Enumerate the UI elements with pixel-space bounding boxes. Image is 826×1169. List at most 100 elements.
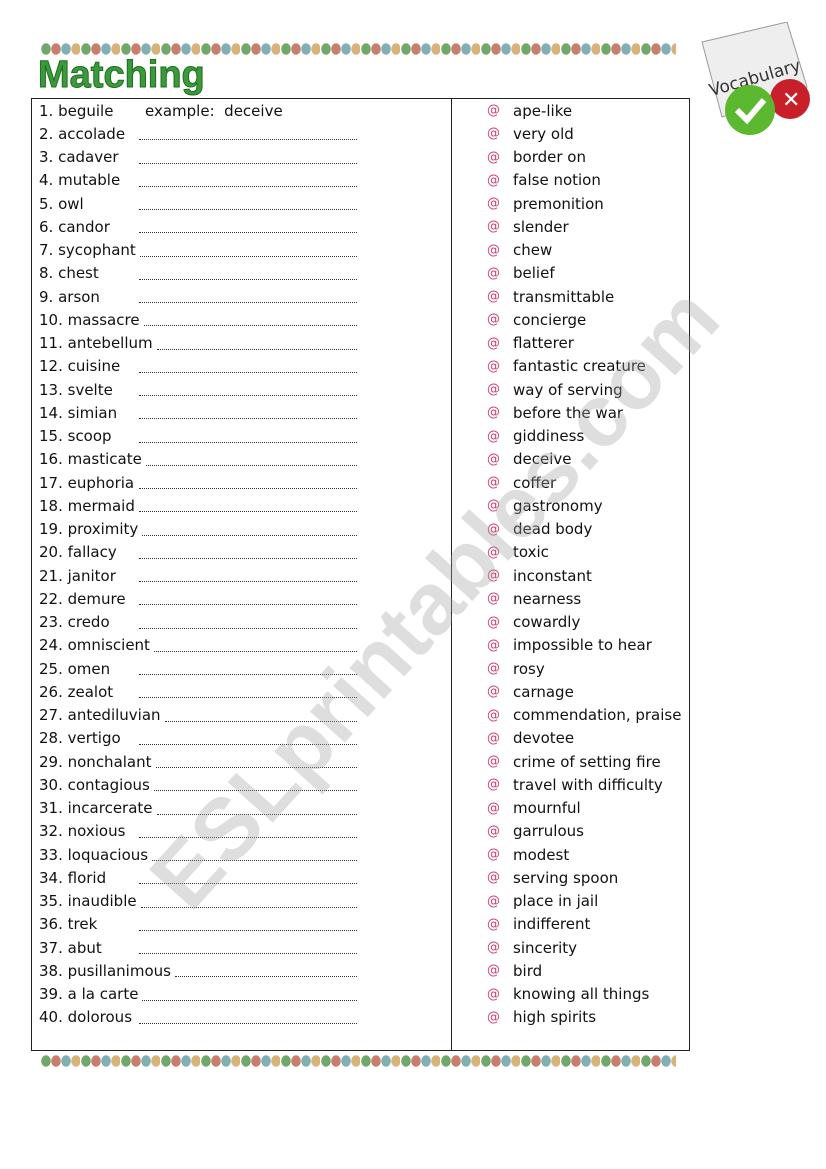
word-row: 38. pusillanimous — [39, 959, 357, 982]
answer-blank[interactable] — [164, 709, 357, 722]
definition: mournful — [513, 799, 581, 818]
example-answer: deceive — [224, 101, 283, 120]
answer-blank[interactable] — [139, 825, 357, 838]
definition: dead body — [513, 520, 593, 539]
answer-blank[interactable] — [139, 244, 357, 257]
definition: travel with difficulty — [513, 775, 663, 794]
definition-row: @ inconstant — [484, 564, 681, 587]
word-row: 21. janitor — [39, 564, 357, 587]
word-row: 29. nonchalant — [39, 750, 357, 773]
answer-blank[interactable] — [139, 151, 357, 164]
answer-blank[interactable] — [139, 918, 357, 931]
answer-blank[interactable] — [139, 1011, 357, 1024]
answer-blank[interactable] — [155, 755, 357, 769]
word-row: 8. chest — [39, 262, 357, 285]
answer-blank[interactable] — [139, 476, 357, 490]
definition-row: @ cowardly — [484, 611, 681, 634]
definition-row: @ serving spoon — [484, 866, 681, 889]
word: 36. trek — [39, 915, 98, 934]
answer-blank[interactable] — [139, 197, 357, 211]
word-row: 16. masticate — [39, 448, 357, 471]
answer-blank[interactable] — [139, 406, 357, 420]
word: 12. cuisine — [39, 357, 121, 376]
definition-row: @ crime of setting fire — [484, 750, 681, 773]
word: 9. arson — [39, 287, 100, 306]
answer-blank[interactable] — [153, 639, 357, 652]
answer-blank[interactable] — [139, 685, 357, 699]
definition-row: @ concierge — [484, 308, 681, 331]
answer-blank[interactable] — [145, 453, 357, 466]
swirl-icon: @ — [487, 358, 500, 374]
word-row: 26. zealot — [39, 680, 357, 703]
swirl-icon: @ — [487, 196, 500, 212]
answer-blank[interactable] — [139, 290, 357, 304]
word: 18. mermaid — [39, 496, 135, 515]
word-row: 28. vertigo — [39, 727, 357, 750]
answer-blank[interactable] — [139, 871, 357, 885]
definition-row: @ high spirits — [484, 1006, 681, 1029]
word: 39. a la carte — [39, 985, 139, 1004]
word: 27. antediluvian — [39, 706, 161, 725]
answer-blank[interactable] — [139, 592, 357, 606]
definition: fantastic creature — [513, 357, 646, 376]
definition: flatterer — [513, 334, 574, 353]
definition: before the war — [513, 403, 624, 422]
word-row: 36. trek — [39, 913, 357, 936]
word: 37. abut — [39, 938, 102, 957]
answer-blank[interactable] — [139, 569, 357, 583]
answer-blank[interactable] — [139, 174, 357, 187]
word: 32. noxious — [39, 822, 126, 841]
word-row: 24. omniscient — [39, 634, 357, 657]
swirl-icon: @ — [487, 893, 500, 909]
word: 17. euphoria — [39, 473, 135, 492]
word: 8. chest — [39, 264, 99, 283]
definition-row: @ dead body — [484, 518, 681, 541]
definition: indifferent — [513, 915, 591, 934]
definition: commendation, praise — [513, 706, 682, 725]
answer-blank[interactable] — [142, 988, 357, 1001]
definition: border on — [513, 148, 586, 167]
answer-blank[interactable] — [139, 430, 357, 443]
answer-blank[interactable] — [139, 941, 357, 955]
swirl-icon: @ — [487, 777, 500, 793]
word: 2. accolade — [39, 124, 126, 143]
word: 29. nonchalant — [39, 752, 152, 771]
answer-blank[interactable] — [139, 267, 357, 280]
answer-blank[interactable] — [139, 220, 357, 234]
word: 11. antebellum — [39, 334, 153, 353]
answer-blank[interactable] — [174, 964, 357, 978]
swirl-icon: @ — [487, 823, 500, 839]
definition-row: @ bird — [484, 959, 681, 982]
answer-blank[interactable] — [139, 546, 357, 559]
definition-row: @ belief — [484, 262, 681, 285]
answer-blank[interactable] — [139, 662, 357, 676]
answer-blank[interactable] — [153, 778, 357, 792]
definition: way of serving — [513, 380, 623, 399]
swirl-icon: @ — [487, 684, 500, 700]
word-row: 27. antediluvian — [39, 704, 357, 727]
answer-blank[interactable] — [139, 732, 357, 745]
answer-blank[interactable] — [156, 337, 357, 350]
definition-row: @ garrulous — [484, 820, 681, 843]
leaf-border-top — [40, 41, 676, 57]
answer-blank[interactable] — [139, 616, 357, 629]
word-row: 18. mermaid — [39, 494, 357, 517]
answer-blank[interactable] — [139, 383, 357, 397]
answer-blank[interactable] — [142, 523, 357, 536]
word-row: 31. incarcerate — [39, 797, 357, 820]
answer-blank[interactable] — [139, 360, 357, 373]
swirl-icon: @ — [487, 544, 500, 560]
swirl-icon: @ — [487, 335, 500, 351]
definition: crime of setting fire — [513, 752, 661, 771]
word-row: 3. cadaver — [39, 146, 357, 169]
definition-row: @ giddiness — [484, 425, 681, 448]
answer-blank[interactable] — [139, 127, 357, 141]
answer-blank[interactable] — [152, 848, 357, 862]
definition: high spirits — [513, 1008, 597, 1027]
swirl-icon: @ — [487, 963, 500, 979]
word-row: 19. proximity — [39, 518, 357, 541]
answer-blank[interactable] — [156, 802, 357, 815]
answer-blank[interactable] — [143, 313, 357, 327]
answer-blank[interactable] — [140, 895, 357, 908]
answer-blank[interactable] — [139, 499, 357, 513]
